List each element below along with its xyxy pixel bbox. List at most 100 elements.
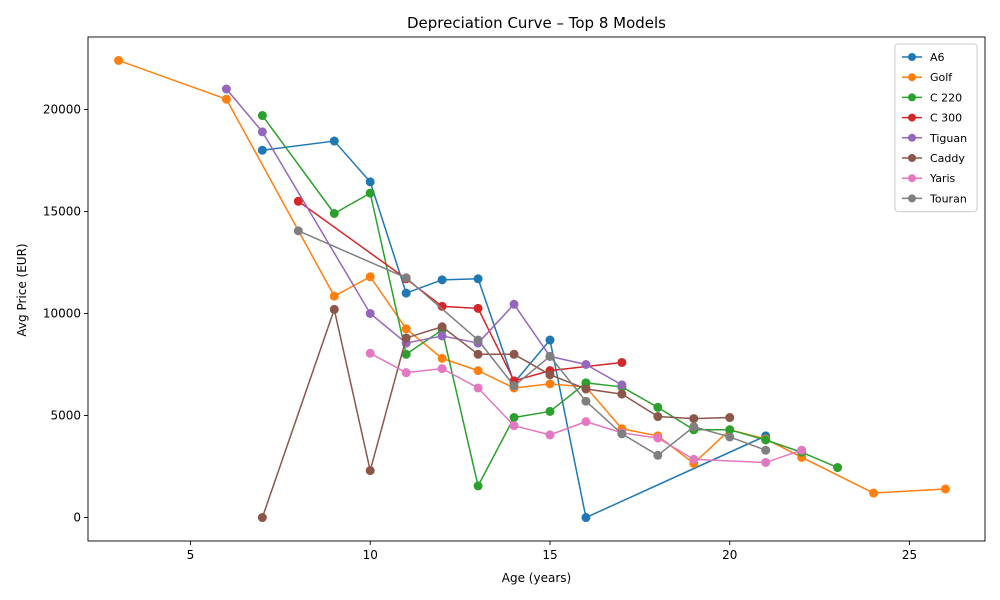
y-tick-label: 10000: [43, 306, 81, 320]
legend-label: Caddy: [930, 152, 965, 165]
axes: 5 10 15 20 25 0 5000 10000 15000 20000: [43, 36, 986, 562]
data-point: [401, 324, 411, 334]
data-point: [437, 331, 447, 341]
series-caddy: [257, 304, 735, 523]
legend-entry: Touran: [902, 192, 967, 205]
data-point: [617, 380, 627, 390]
data-point: [257, 145, 267, 155]
data-point: [401, 368, 411, 378]
data-point: [293, 196, 303, 206]
data-point: [581, 417, 591, 427]
data-point: [581, 513, 591, 523]
data-point: [437, 353, 447, 363]
data-point: [509, 349, 519, 359]
y-tick-label: 15000: [43, 204, 81, 218]
data-point: [653, 402, 663, 412]
data-point: [329, 291, 339, 301]
data-point: [365, 466, 375, 476]
legend-entry: C 220: [902, 91, 962, 104]
data-point: [509, 299, 519, 309]
data-point: [114, 55, 124, 65]
data-point: [545, 370, 555, 380]
data-point: [293, 226, 303, 236]
data-point: [365, 348, 375, 358]
y-tick-label: 0: [73, 511, 81, 525]
legend-entry: Caddy: [902, 152, 965, 165]
data-point: [833, 463, 843, 473]
data-point: [581, 384, 591, 394]
chart-title: Depreciation Curve – Top 8 Models: [407, 14, 666, 32]
data-point: [653, 433, 663, 443]
x-tick-label: 20: [722, 548, 737, 562]
legend-swatch-marker: [908, 53, 916, 61]
x-tick-label: 10: [363, 548, 378, 562]
data-point: [401, 349, 411, 359]
data-point: [365, 188, 375, 198]
legend-label: Golf: [930, 71, 953, 84]
data-point: [617, 389, 627, 399]
data-point: [653, 412, 663, 422]
legend-label: Touran: [929, 192, 967, 205]
data-point: [365, 272, 375, 282]
data-point: [581, 360, 591, 369]
legend: A6 Golf C 220 C 300 Tiguan Caddy Yaris Touran: [894, 43, 978, 213]
data-point: [545, 430, 555, 440]
legend-label: C 300: [930, 112, 962, 125]
data-point: [257, 513, 267, 523]
data-point: [545, 406, 555, 416]
data-point: [545, 379, 555, 389]
y-tick-label: 5000: [50, 409, 81, 423]
data-point: [725, 432, 735, 442]
legend-label: Tiguan: [929, 132, 967, 145]
data-point: [797, 445, 807, 455]
legend-swatch-marker: [908, 174, 916, 183]
data-point: [473, 383, 483, 393]
legend-swatch-marker: [908, 93, 916, 102]
data-point: [761, 445, 771, 455]
plot-frame: [87, 36, 986, 542]
data-point: [761, 457, 771, 467]
data-point: [401, 273, 411, 283]
data-point: [725, 413, 735, 423]
legend-entry: C 300: [902, 112, 962, 125]
data-point: [545, 335, 555, 345]
legend-entry: Golf: [902, 71, 953, 84]
legend-swatch-marker: [908, 113, 916, 122]
data-point: [257, 127, 267, 137]
data-point: [437, 301, 447, 311]
data-point: [509, 413, 519, 423]
series-line: [369, 352, 802, 464]
x-tick-label: 15: [542, 548, 557, 562]
data-point: [473, 274, 483, 284]
data-point: [437, 322, 447, 332]
data-point: [329, 304, 339, 314]
data-point: [365, 308, 375, 318]
data-point: [473, 366, 483, 376]
series-touran: [293, 226, 771, 460]
legend-swatch-marker: [908, 154, 916, 162]
x-axis-title: Age (years): [502, 571, 571, 585]
data-point: [221, 84, 231, 94]
legend-entry: Yaris: [902, 172, 956, 185]
data-point: [869, 488, 879, 498]
data-point: [329, 209, 339, 218]
legend-box: [894, 43, 978, 213]
legend-swatch-marker: [908, 194, 916, 203]
series-line: [261, 115, 838, 487]
data-point: [401, 288, 411, 298]
data-point: [940, 484, 950, 494]
data-point: [581, 396, 591, 406]
data-point: [473, 303, 483, 313]
data-point: [689, 454, 699, 464]
data-point: [257, 111, 267, 121]
data-point: [221, 94, 231, 104]
plot-area: [114, 55, 950, 523]
legend-entry: A6: [902, 51, 945, 64]
legend-label: A6: [930, 51, 945, 64]
x-tick-label: 25: [902, 548, 917, 562]
legend-label: Yaris: [929, 172, 956, 185]
data-point: [617, 357, 627, 367]
data-point: [617, 429, 627, 439]
data-point: [329, 136, 339, 146]
